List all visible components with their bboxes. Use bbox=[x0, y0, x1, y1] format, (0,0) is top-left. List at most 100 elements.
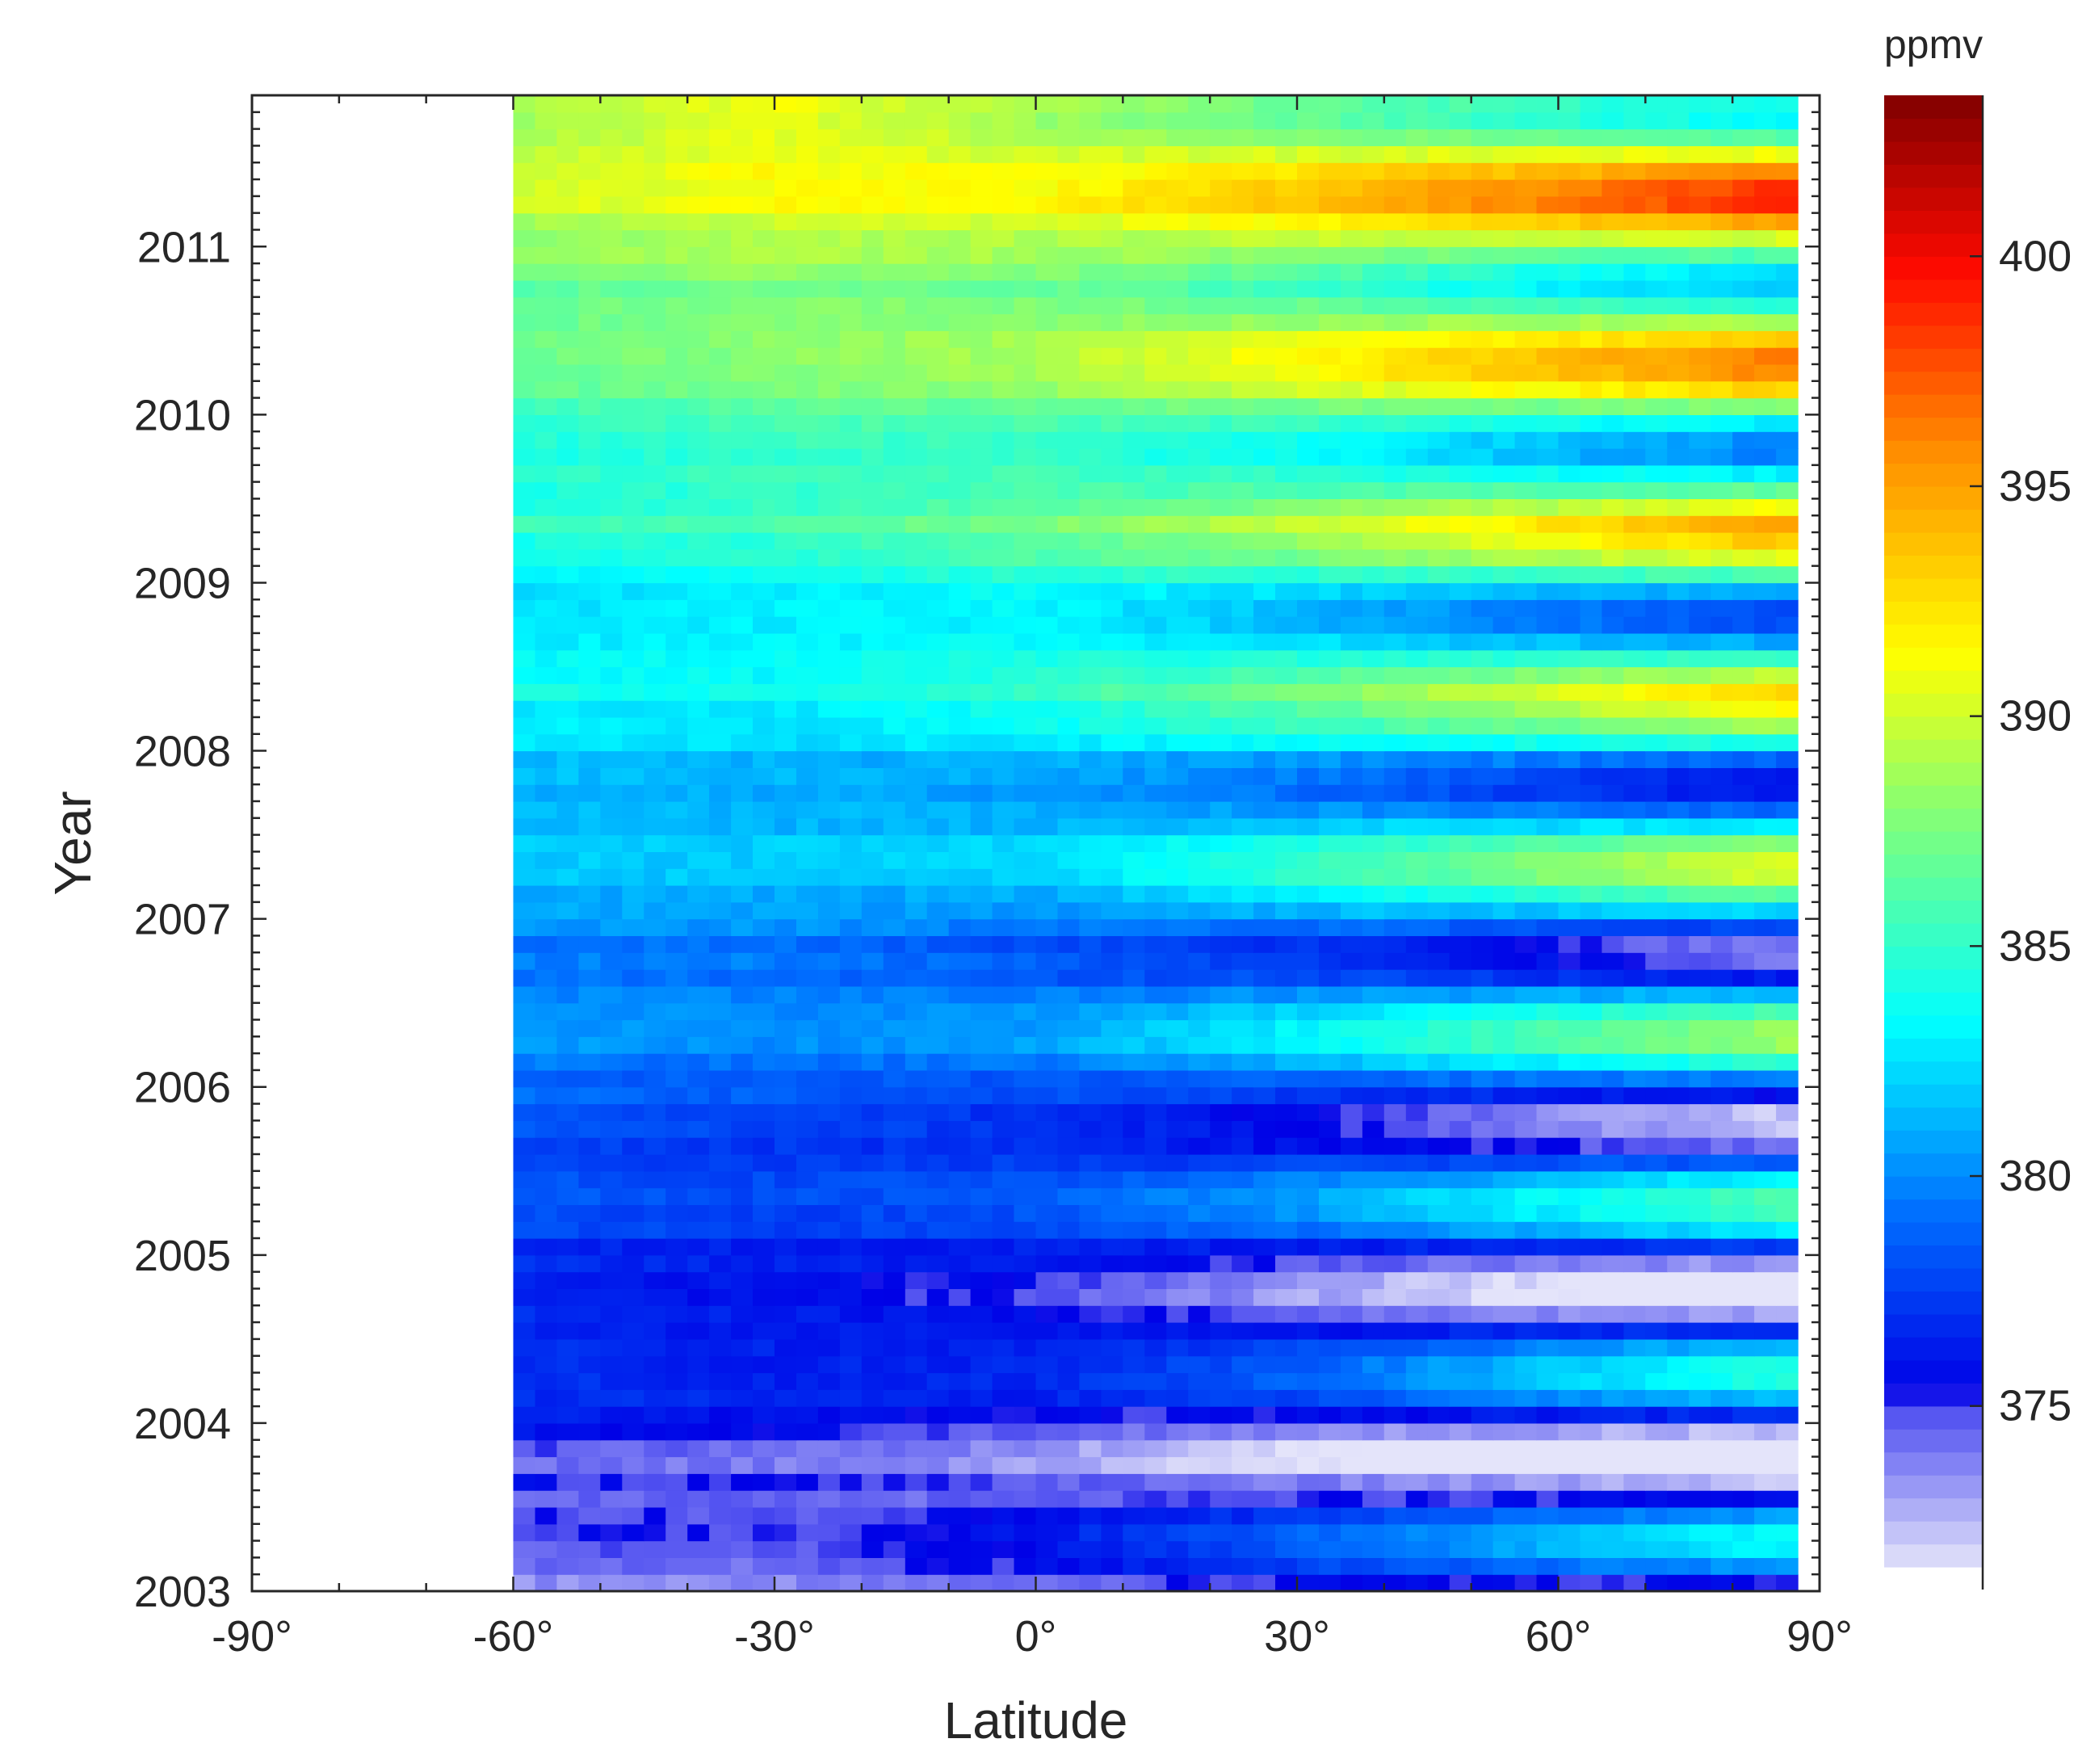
heatmap-cell bbox=[1232, 1170, 1254, 1189]
heatmap-cell bbox=[1383, 1238, 1407, 1256]
heatmap-cell bbox=[1035, 1574, 1059, 1592]
heatmap-cell bbox=[1667, 296, 1690, 315]
heatmap-cell bbox=[839, 162, 863, 180]
heatmap-cell bbox=[1035, 733, 1059, 752]
heatmap-cell bbox=[1623, 1422, 1646, 1441]
heatmap-cell bbox=[1123, 784, 1145, 802]
heatmap-cell bbox=[1057, 1523, 1081, 1542]
heatmap-cell bbox=[926, 229, 950, 247]
heatmap-cell bbox=[1645, 868, 1668, 886]
heatmap-cell bbox=[1210, 851, 1232, 869]
heatmap-cell bbox=[1340, 1507, 1363, 1525]
heatmap-cell bbox=[839, 801, 863, 819]
heatmap-cell bbox=[905, 733, 928, 752]
heatmap-cell bbox=[622, 1086, 644, 1105]
heatmap-cell bbox=[1580, 431, 1603, 449]
heatmap-cell bbox=[1232, 1086, 1254, 1105]
heatmap-cell bbox=[1101, 767, 1123, 785]
heatmap-cell bbox=[1776, 279, 1799, 298]
heatmap-cell bbox=[1536, 347, 1560, 365]
heatmap-cell bbox=[1732, 313, 1755, 331]
heatmap-cell bbox=[1427, 313, 1450, 331]
heatmap-cell bbox=[1711, 195, 1733, 214]
heatmap-cell bbox=[1232, 1069, 1254, 1088]
heatmap-cell bbox=[513, 431, 536, 449]
heatmap-cell bbox=[1035, 279, 1059, 298]
heatmap-cell bbox=[1623, 279, 1646, 298]
heatmap-cell bbox=[839, 666, 863, 684]
heatmap-cell bbox=[1210, 1086, 1232, 1105]
heatmap-cell bbox=[753, 448, 775, 466]
heatmap-cell bbox=[709, 246, 732, 264]
heatmap-cell bbox=[1188, 548, 1211, 567]
heatmap-cell bbox=[1253, 935, 1276, 953]
heatmap-cell bbox=[1297, 1574, 1320, 1592]
heatmap-cell bbox=[556, 532, 579, 550]
heatmap-cell bbox=[1362, 1338, 1385, 1357]
heatmap-cell bbox=[1253, 565, 1276, 584]
heatmap-cell bbox=[687, 1422, 710, 1441]
heatmap-cell bbox=[1144, 632, 1167, 651]
heatmap-cell bbox=[1645, 1507, 1668, 1525]
heatmap-cell bbox=[1514, 212, 1538, 231]
heatmap-cell bbox=[883, 767, 906, 785]
heatmap-cell bbox=[1057, 313, 1081, 331]
heatmap-cell bbox=[1275, 1120, 1298, 1138]
heatmap-cell bbox=[1253, 532, 1276, 550]
heatmap-cell bbox=[1035, 1069, 1059, 1088]
heatmap-cell bbox=[1383, 918, 1407, 936]
heatmap-cell bbox=[1362, 1103, 1385, 1121]
heatmap-cell bbox=[1210, 179, 1232, 197]
heatmap-cell bbox=[1319, 1490, 1341, 1508]
heatmap-cell bbox=[709, 1557, 732, 1575]
heatmap-cell bbox=[1210, 279, 1232, 298]
heatmap-cell bbox=[817, 1523, 841, 1542]
heatmap-cell bbox=[535, 498, 558, 516]
heatmap-cell bbox=[817, 263, 841, 281]
heatmap-cell bbox=[1776, 599, 1799, 617]
heatmap-cell bbox=[1623, 851, 1646, 869]
heatmap-cell bbox=[644, 767, 666, 785]
heatmap-cell bbox=[1340, 481, 1363, 499]
heatmap-cell bbox=[970, 716, 993, 735]
heatmap-cell bbox=[992, 599, 1015, 617]
heatmap-cell bbox=[1711, 448, 1733, 466]
heatmap-cell bbox=[796, 212, 819, 231]
heatmap-cell bbox=[1602, 599, 1624, 617]
heatmap-cell bbox=[1210, 1187, 1232, 1205]
heatmap-cell bbox=[1035, 1238, 1059, 1256]
heatmap-cell bbox=[1362, 1120, 1385, 1138]
heatmap-cell bbox=[1057, 1019, 1081, 1037]
heatmap-cell bbox=[1449, 565, 1472, 584]
heatmap-cell bbox=[1232, 565, 1254, 584]
heatmap-cell bbox=[1558, 952, 1581, 970]
heatmap-cell bbox=[970, 817, 993, 836]
heatmap-cell bbox=[1253, 1574, 1276, 1592]
heatmap-cell bbox=[839, 532, 863, 550]
heatmap-cell bbox=[1188, 750, 1211, 768]
heatmap-cell bbox=[1319, 969, 1341, 987]
heatmap-cell bbox=[970, 1473, 993, 1491]
heatmap-cell bbox=[535, 801, 558, 819]
heatmap-cell bbox=[817, 1490, 841, 1508]
heatmap-cell bbox=[905, 868, 928, 886]
heatmap-cell bbox=[1754, 1103, 1777, 1121]
heatmap-cell bbox=[1492, 801, 1516, 819]
heatmap-cell bbox=[753, 1305, 775, 1323]
heatmap-cell bbox=[1210, 700, 1232, 718]
heatmap-cell bbox=[1340, 162, 1363, 180]
heatmap-cell bbox=[1602, 767, 1624, 785]
heatmap-cell bbox=[1492, 666, 1516, 684]
heatmap-cell bbox=[1014, 784, 1037, 802]
heatmap-cell bbox=[600, 599, 623, 617]
heatmap-cell bbox=[839, 784, 863, 802]
heatmap-cell bbox=[1340, 263, 1363, 281]
heatmap-cell bbox=[1623, 632, 1646, 651]
heatmap-cell bbox=[1123, 1305, 1145, 1323]
heatmap-cell bbox=[1166, 279, 1189, 298]
heatmap-cell bbox=[1123, 313, 1145, 331]
heatmap-cell bbox=[1057, 565, 1081, 584]
heatmap-cell bbox=[1514, 548, 1538, 567]
heatmap-cell bbox=[1253, 1137, 1276, 1155]
heatmap-cell bbox=[644, 414, 666, 432]
